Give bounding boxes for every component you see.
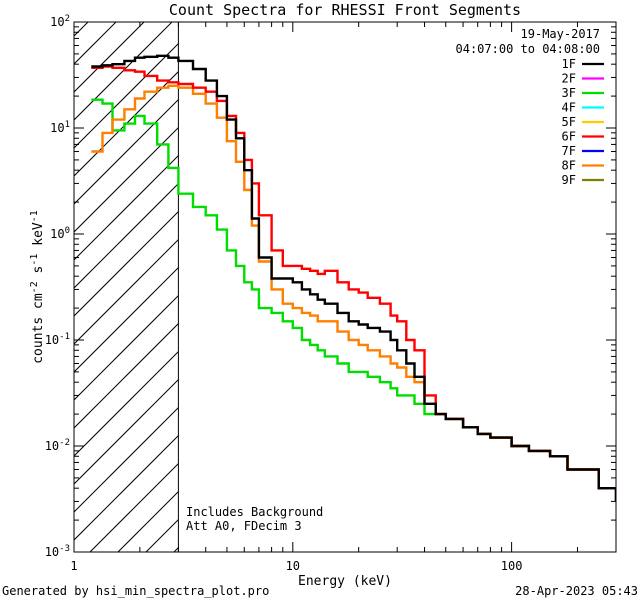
hatch-line	[0, 22, 4, 552]
x-tick-label: 10	[286, 559, 300, 573]
hatch-line	[74, 22, 117, 65]
footer-generated-by: Generated by hsi_min_spectra_plot.pro	[2, 584, 269, 598]
legend-label-6f: 6F	[562, 130, 576, 144]
x-tick-label: 1	[70, 559, 77, 573]
legend-label-3f: 3F	[562, 86, 576, 100]
legend-label-7f: 7F	[562, 144, 576, 158]
y-tick-label: 101	[50, 120, 70, 135]
date-label: 19-May-2017	[521, 27, 600, 41]
hatch-line	[74, 22, 229, 177]
hatch-line	[0, 22, 32, 552]
y-tick-label: 10-3	[45, 544, 70, 559]
y-tick-label: 10-1	[45, 332, 70, 347]
plot-frame	[73, 21, 617, 553]
y-axis-label: counts cm-2 s-1 keV-1	[29, 210, 46, 364]
x-tick-label: 100	[501, 559, 523, 573]
attenuator-hatch-region	[0, 22, 616, 552]
series-line-1f	[91, 54, 616, 502]
legend-label-5f: 5F	[562, 115, 576, 129]
annotation-background: Includes Background	[186, 505, 323, 519]
y-tick-label: 10-2	[45, 438, 70, 453]
legend-label-4f: 4F	[562, 101, 576, 115]
chart-title: Count Spectra for RHESSI Front Segments	[169, 1, 521, 19]
hatch-line	[74, 22, 173, 121]
legend-label-8f: 8F	[562, 159, 576, 173]
annotation-attenuator: Att A0, FDecim 3	[186, 519, 302, 533]
hatch-line	[74, 22, 257, 205]
legend-label-2f: 2F	[562, 72, 576, 86]
hatch-line	[74, 22, 145, 93]
x-axis-label: Energy (keV)	[298, 574, 392, 589]
time-range-label: 04:07:00 to 04:08:00	[456, 42, 601, 56]
legend-label-1f: 1F	[562, 57, 576, 71]
footer-timestamp: 28-Apr-2023 05:43	[515, 584, 638, 598]
y-tick-label: 100	[50, 226, 70, 241]
legend-label-9f: 9F	[562, 173, 576, 187]
y-tick-label: 102	[50, 14, 70, 29]
